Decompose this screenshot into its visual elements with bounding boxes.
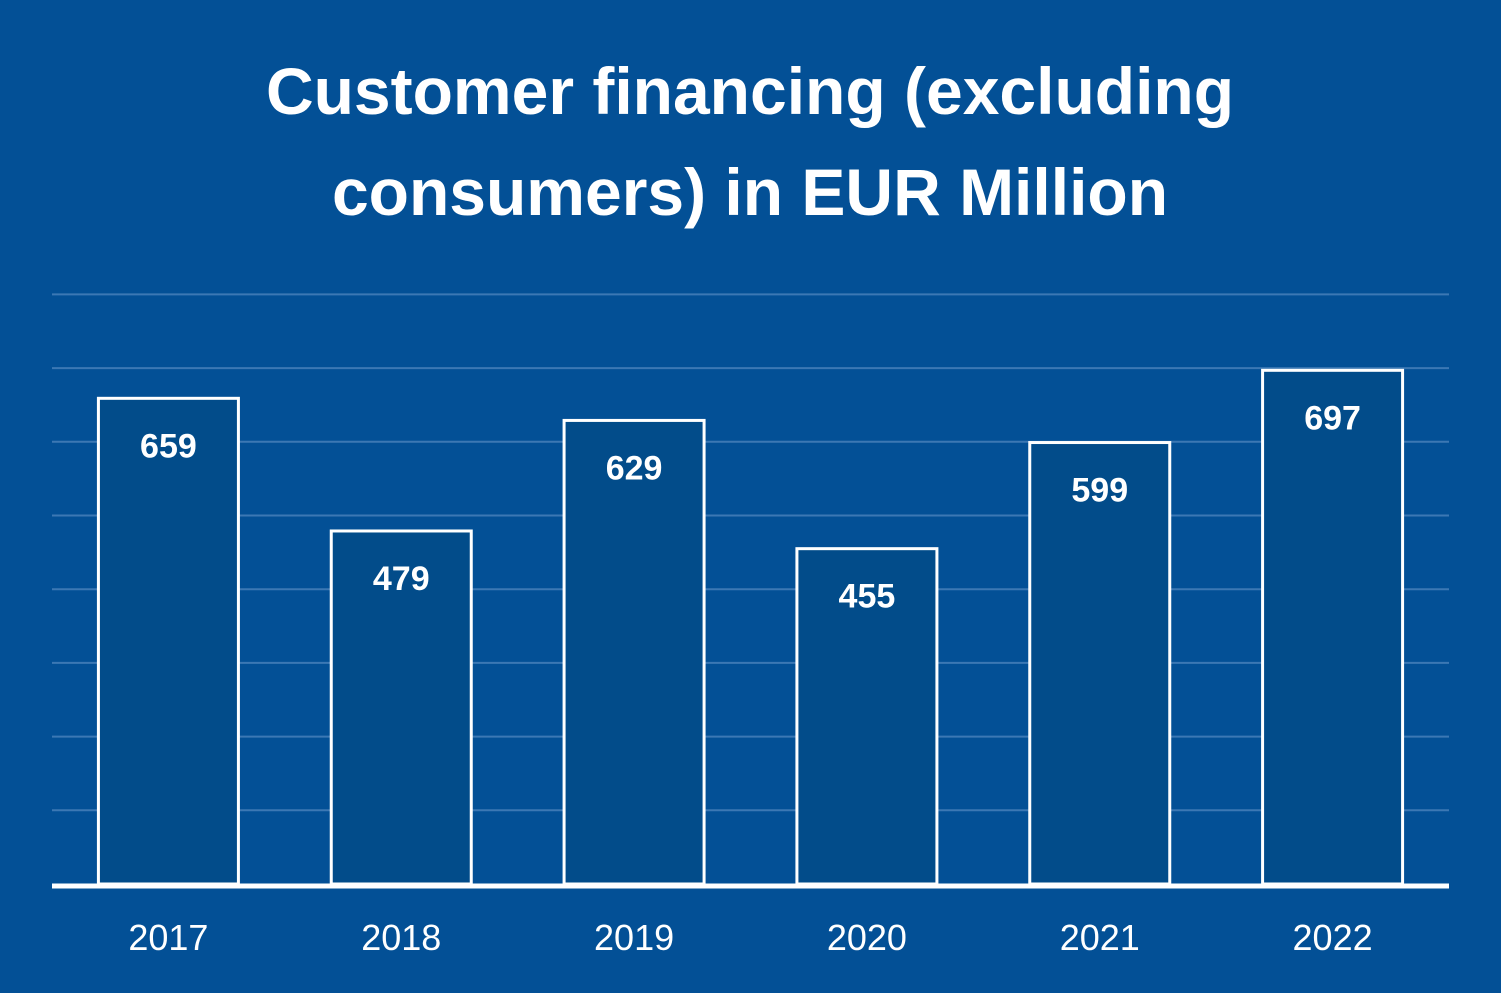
bar-2021 <box>1028 441 1172 886</box>
gridlines <box>52 293 1449 812</box>
data-label-2018: 479 <box>373 560 430 598</box>
bar-2022 <box>1261 368 1405 886</box>
bar-2018 <box>329 529 473 886</box>
data-label-2022: 697 <box>1304 399 1361 437</box>
bar-2020 <box>795 547 939 886</box>
data-label-2017: 659 <box>140 427 197 465</box>
chart-title-line-1: Customer financing (excluding <box>266 54 1234 128</box>
x-tick-label-2020: 2020 <box>827 917 907 958</box>
bar-2017 <box>96 396 240 886</box>
x-tick-label-2018: 2018 <box>361 917 441 958</box>
data-label-2021: 599 <box>1071 472 1128 510</box>
chart-title-line-2: consumers) in EUR Million <box>332 155 1168 229</box>
data-label-2019: 629 <box>606 449 663 487</box>
x-tick-label-2022: 2022 <box>1293 917 1373 958</box>
x-tick-labels: 2017 2018 2019 2020 2021 2022 <box>128 917 1372 958</box>
bar-2019 <box>562 418 706 886</box>
x-tick-label-2017: 2017 <box>128 917 208 958</box>
chart-title: Customer financing (excluding consumers)… <box>266 54 1234 229</box>
data-label-2020: 455 <box>839 578 896 616</box>
x-tick-label-2019: 2019 <box>594 917 674 958</box>
x-tick-label-2021: 2021 <box>1060 917 1140 958</box>
bars: 659 479 629 455 599 697 <box>96 368 1405 886</box>
